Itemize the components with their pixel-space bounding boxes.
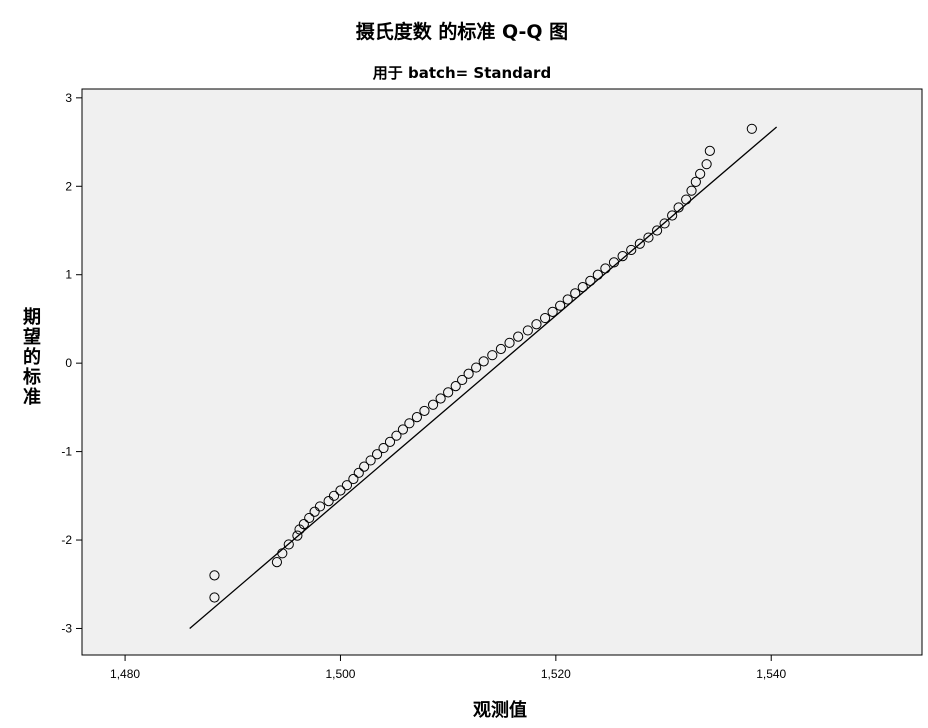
data-point bbox=[617, 251, 628, 262]
y-tick-label: 3 bbox=[65, 91, 72, 105]
plot-area bbox=[81, 88, 923, 656]
data-point bbox=[341, 480, 353, 491]
chart-subtitle: 用于 batch= Standard bbox=[373, 64, 551, 82]
data-point bbox=[555, 300, 566, 311]
y-tick-label: 0 bbox=[65, 356, 72, 370]
data-points bbox=[209, 123, 757, 603]
data-point bbox=[547, 306, 558, 317]
data-point bbox=[626, 244, 637, 256]
data-point bbox=[359, 461, 370, 472]
data-point bbox=[463, 368, 474, 379]
data-point bbox=[690, 176, 701, 187]
axis-ticks: 1,480 1,500 1,520 1,540 3 2 1 0 -1 -2 -3 bbox=[61, 91, 786, 681]
data-point bbox=[585, 275, 596, 287]
data-point bbox=[478, 356, 489, 367]
reference-line-layer bbox=[189, 126, 778, 629]
x-axis-label: 观测值 bbox=[473, 699, 527, 721]
data-point bbox=[371, 449, 383, 460]
data-point bbox=[686, 185, 697, 196]
x-tick-label: 1,540 bbox=[756, 667, 786, 681]
data-point bbox=[283, 539, 294, 550]
data-point bbox=[292, 530, 303, 541]
data-point bbox=[659, 218, 670, 229]
x-tick-label: 1,480 bbox=[110, 667, 140, 681]
data-point bbox=[309, 506, 320, 517]
data-point bbox=[634, 238, 645, 249]
y-tick-label: -3 bbox=[61, 621, 72, 635]
data-point bbox=[600, 263, 611, 274]
y-axis-label: 期望的标准 bbox=[22, 307, 41, 408]
data-point bbox=[562, 294, 573, 305]
data-point bbox=[411, 412, 423, 423]
data-point bbox=[323, 496, 334, 507]
data-point bbox=[277, 548, 288, 559]
data-point bbox=[384, 436, 396, 447]
y-tick-label: -1 bbox=[61, 445, 72, 459]
data-point bbox=[435, 393, 446, 404]
x-tick-label: 1,520 bbox=[541, 667, 571, 681]
data-point bbox=[457, 374, 468, 386]
data-point bbox=[314, 501, 326, 512]
data-point bbox=[701, 159, 712, 170]
data-point bbox=[209, 592, 220, 603]
data-point bbox=[570, 288, 581, 299]
data-point bbox=[504, 337, 515, 348]
data-point bbox=[209, 570, 220, 581]
data-point bbox=[353, 467, 364, 478]
data-point bbox=[404, 418, 415, 429]
data-point bbox=[304, 512, 315, 524]
y-tick-label: 1 bbox=[65, 268, 72, 282]
data-point bbox=[495, 343, 507, 355]
data-point bbox=[487, 350, 498, 361]
data-point bbox=[522, 325, 533, 336]
data-point bbox=[681, 194, 692, 205]
data-point bbox=[651, 225, 663, 236]
data-point bbox=[577, 282, 588, 293]
data-point bbox=[513, 331, 524, 342]
data-point bbox=[471, 362, 482, 373]
chart-title: 摄氏度数 的标准 Q-Q 图 bbox=[356, 20, 568, 43]
y-tick-label: 2 bbox=[65, 179, 72, 193]
x-tick-label: 1,500 bbox=[325, 667, 355, 681]
data-point bbox=[348, 473, 359, 485]
data-point bbox=[673, 202, 684, 213]
data-point bbox=[391, 430, 402, 441]
data-point bbox=[667, 210, 678, 221]
data-point bbox=[365, 455, 376, 466]
data-point bbox=[695, 168, 706, 179]
data-point bbox=[419, 405, 430, 417]
reference-line bbox=[189, 126, 778, 629]
y-tick-label: -2 bbox=[61, 533, 72, 547]
data-point bbox=[643, 232, 654, 243]
data-point bbox=[427, 399, 439, 410]
data-point bbox=[397, 424, 409, 435]
data-point bbox=[328, 490, 340, 501]
data-point bbox=[704, 145, 715, 157]
data-point bbox=[592, 269, 603, 280]
data-point bbox=[378, 442, 389, 454]
data-point bbox=[450, 381, 461, 392]
data-point bbox=[335, 485, 346, 496]
data-point bbox=[443, 387, 454, 398]
data-point bbox=[531, 319, 542, 330]
data-point bbox=[539, 312, 551, 324]
data-point bbox=[298, 519, 309, 530]
data-point bbox=[746, 123, 757, 134]
data-point bbox=[608, 257, 620, 268]
data-point bbox=[271, 557, 283, 568]
